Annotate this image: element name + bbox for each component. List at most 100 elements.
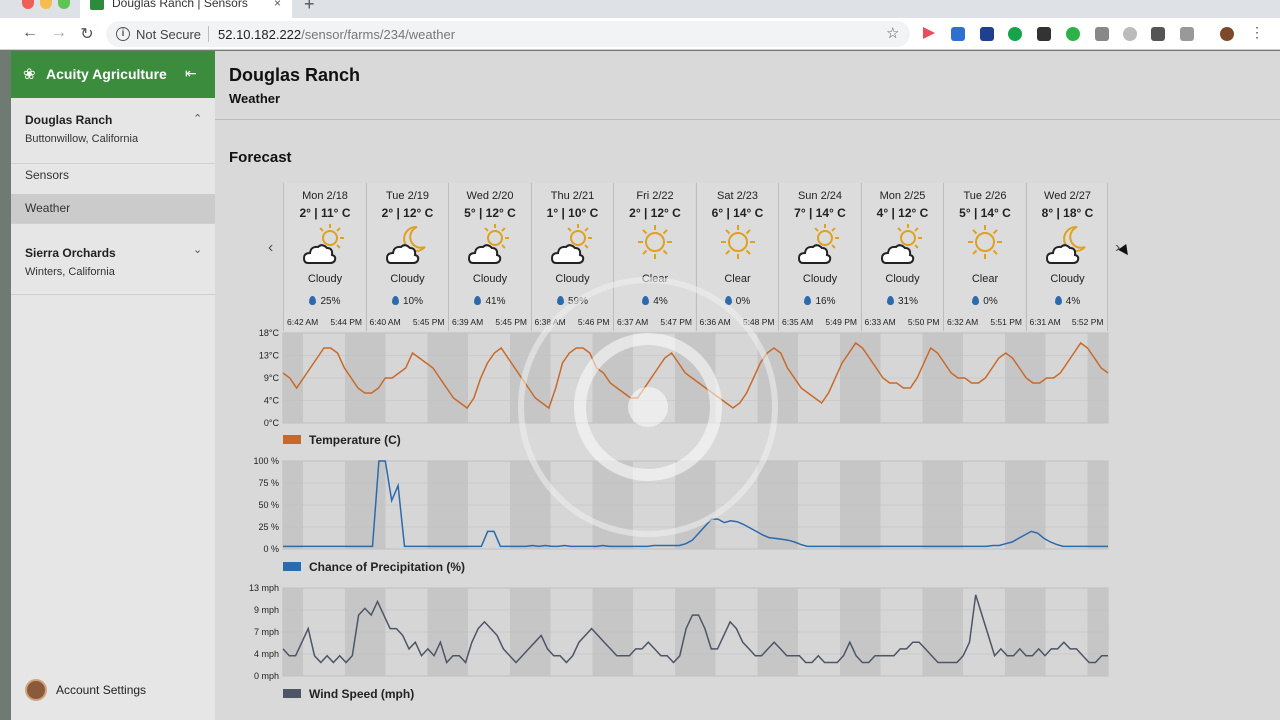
day-condition: Cloudy xyxy=(390,273,425,285)
farm-sierra-orchards[interactable]: Sierra Orchards Winters, California ⌄ xyxy=(11,223,215,293)
reload-icon[interactable]: ↻ xyxy=(80,26,94,43)
precip-value: 4% xyxy=(1065,296,1081,307)
prev-arrow-icon[interactable]: ‹ xyxy=(268,239,274,256)
precip-value: 10% xyxy=(402,296,423,307)
video-play-overlay-icon xyxy=(518,277,778,537)
sunrise-time: 6:39 AM xyxy=(452,317,484,327)
day-temperature: 2° | 12° C xyxy=(629,206,681,220)
browser-menu-icon[interactable]: ⋮ xyxy=(1250,24,1264,40)
raindrop-icon xyxy=(804,296,812,305)
forward-arrow-icon[interactable]: → xyxy=(51,24,67,41)
window-minimize-button[interactable] xyxy=(40,0,52,9)
precip-value: 31% xyxy=(897,296,918,307)
forecast-day: Fri 2/22 2° | 12° C Clear 4% 6:37 AM 5:4… xyxy=(613,183,695,331)
extension-icon[interactable] xyxy=(1180,27,1194,41)
temperature-swatch xyxy=(283,435,301,444)
forecast-day: Tue 2/19 2° | 12° C Cloudy 10% 6:40 AM 5… xyxy=(365,183,449,331)
sunset-time: 5:52 PM xyxy=(1071,317,1104,327)
y-tick-label: 9 mph xyxy=(254,605,279,615)
day-precip-chance: 10% xyxy=(367,296,449,307)
day-date: Fri 2/22 xyxy=(636,190,674,202)
day-precip-chance: 0% xyxy=(944,296,1026,307)
extension-icon[interactable] xyxy=(1151,27,1165,41)
account-settings-link[interactable]: Account Settings xyxy=(25,679,215,701)
partly-cloudy-icon xyxy=(302,224,344,264)
bookmark-star-icon[interactable]: ☆ xyxy=(886,25,900,42)
raindrop-icon xyxy=(972,296,980,305)
precip-value: 25% xyxy=(320,296,341,307)
forecast-day: Mon 2/25 4° | 12° C Cloudy 31% 6:33 AM 5… xyxy=(860,183,943,331)
cloudy-night-icon xyxy=(1045,225,1086,264)
sidebar-divider xyxy=(11,223,215,224)
avatar xyxy=(25,679,47,701)
profile-avatar[interactable] xyxy=(1220,27,1234,41)
farm-location: Winters, California xyxy=(25,266,115,278)
day-temperature: 2° | 11° C xyxy=(299,206,351,220)
day-condition: Clear xyxy=(724,273,751,285)
main-content: Douglas Ranch Weather Forecast ‹ › Mon 2… xyxy=(215,51,1280,720)
info-icon[interactable]: i xyxy=(116,27,130,41)
sunset-time: 5:49 PM xyxy=(825,317,857,327)
day-precip-chance: 0% xyxy=(697,296,779,307)
page-title: Douglas Ranch xyxy=(229,65,361,85)
extension-icon[interactable] xyxy=(923,27,935,39)
brand-name: Acuity Agriculture xyxy=(46,66,167,82)
farm-location: Buttonwillow, California xyxy=(25,133,139,145)
sunset-time: 5:48 PM xyxy=(742,317,775,327)
next-arrow-icon[interactable]: › xyxy=(1115,239,1121,256)
extension-icon[interactable] xyxy=(1037,27,1051,41)
y-tick-label: 100 % xyxy=(253,456,279,466)
sidebar-divider xyxy=(11,294,215,295)
evernote-icon[interactable] xyxy=(1066,27,1080,41)
precip-value: 4% xyxy=(653,296,668,307)
day-precip-chance: 25% xyxy=(284,296,366,307)
tab-close-icon[interactable]: × xyxy=(274,0,282,10)
y-tick-label: 7 mph xyxy=(254,627,279,637)
extension-icon[interactable] xyxy=(1123,27,1137,41)
day-temperature: 2° | 12° C xyxy=(381,206,434,220)
sunset-time: 5:50 PM xyxy=(907,317,940,327)
camera-icon[interactable] xyxy=(1095,27,1109,41)
url-separator xyxy=(208,26,209,42)
sidebar-item-sensors[interactable]: Sensors xyxy=(25,168,70,182)
address-bar[interactable]: i Not Secure 52.10.182.222/sensor/farms/… xyxy=(106,21,910,47)
account-settings-label: Account Settings xyxy=(56,683,147,697)
new-tab-button[interactable]: + xyxy=(304,0,315,14)
day-date: Sun 2/24 xyxy=(797,190,843,202)
grammarly-icon[interactable] xyxy=(1008,27,1022,41)
window-close-button[interactable] xyxy=(22,0,34,9)
back-arrow-icon[interactable]: ← xyxy=(22,24,38,41)
sunset-time: 5:47 PM xyxy=(660,317,692,327)
y-tick-label: 18°C xyxy=(259,328,280,338)
security-label[interactable]: Not Secure xyxy=(136,27,202,42)
farm-douglas-ranch[interactable]: Douglas Ranch Buttonwillow, California ⌃ xyxy=(11,98,215,162)
extension-icon[interactable] xyxy=(951,27,965,41)
browser-tab[interactable]: Douglas Ranch | Sensors × xyxy=(80,0,292,18)
precipitation-series-line xyxy=(283,460,1108,548)
precipitation-swatch xyxy=(283,562,301,571)
sunrise-time: 6:33 AM xyxy=(864,317,896,327)
farm-name: Douglas Ranch xyxy=(25,113,113,127)
cloudy-night-icon xyxy=(385,225,426,264)
day-date: Wed 2/27 xyxy=(1044,190,1091,202)
chevron-up-icon[interactable]: ⌃ xyxy=(193,113,203,125)
url-host: 52.10.182.222 xyxy=(218,27,302,42)
collapse-menu-icon[interactable]: ⇤ xyxy=(185,65,197,81)
sidebar-item-weather[interactable]: Weather xyxy=(11,194,215,223)
sunset-time: 5:46 PM xyxy=(577,317,610,327)
raindrop-icon xyxy=(391,296,399,305)
tab-favicon-icon xyxy=(90,0,104,10)
window-zoom-button[interactable] xyxy=(58,0,70,9)
day-precip-chance: 16% xyxy=(779,296,861,307)
sunrise-time: 6:37 AM xyxy=(617,317,649,327)
extension-icon[interactable] xyxy=(980,27,994,41)
precip-value: 0% xyxy=(735,296,751,307)
sunset-time: 5:45 PM xyxy=(412,317,445,327)
chevron-down-icon[interactable]: ⌄ xyxy=(193,244,203,256)
y-tick-label: 50 % xyxy=(258,500,279,510)
temperature-legend-label: Temperature (C) xyxy=(309,433,401,447)
url-text[interactable]: 52.10.182.222/sensor/farms/234/weather xyxy=(218,27,455,42)
day-condition: Cloudy xyxy=(885,273,920,285)
y-tick-label: 0°C xyxy=(264,418,280,428)
y-tick-label: 25 % xyxy=(258,522,279,532)
